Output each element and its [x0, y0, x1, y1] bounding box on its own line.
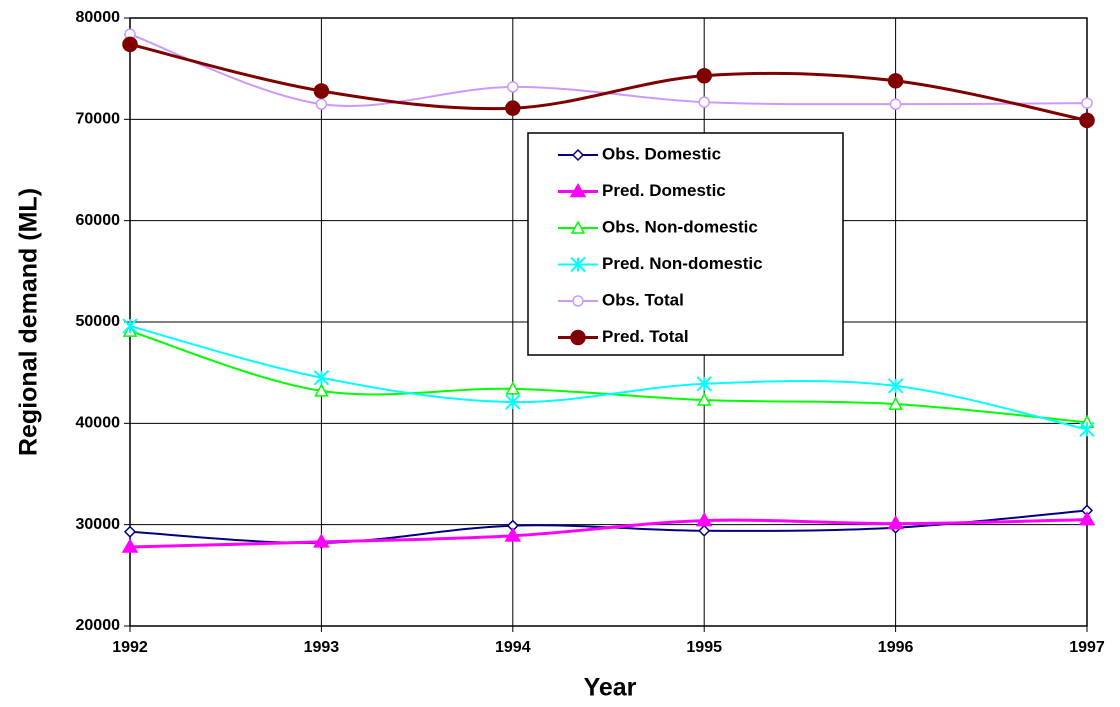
- marker: [570, 329, 586, 346]
- series-line: [129, 33, 1088, 107]
- x-axis-title: Year: [584, 674, 637, 702]
- marker: [315, 98, 328, 110]
- marker: [698, 524, 711, 537]
- legend-label: Pred. Non-domestic: [602, 254, 763, 273]
- marker: [313, 83, 330, 99]
- marker: [696, 68, 712, 84]
- y-tick-label: 60000: [76, 212, 121, 229]
- marker: [698, 96, 710, 108]
- legend-label: Obs. Domestic: [602, 144, 721, 163]
- marker: [571, 148, 585, 162]
- series-line: [129, 330, 1088, 424]
- x-tick-label: 1997: [1069, 639, 1105, 656]
- y-tick-label: 50000: [76, 313, 121, 330]
- marker: [122, 318, 138, 334]
- y-tick-label: 40000: [76, 415, 121, 432]
- legend-label: Pred. Domestic: [602, 181, 726, 200]
- marker: [570, 256, 586, 273]
- x-tick-label: 1994: [495, 639, 531, 656]
- marker: [696, 392, 712, 406]
- marker: [887, 515, 904, 530]
- y-axis-title: Regional demand (ML): [15, 188, 43, 456]
- marker: [572, 295, 584, 307]
- legend-label: Pred. Total: [602, 327, 689, 346]
- marker: [507, 81, 519, 93]
- legend-box: [527, 132, 844, 356]
- y-tick-label: 20000: [76, 617, 121, 634]
- legend-label: Obs. Total: [602, 290, 684, 309]
- marker: [889, 98, 902, 110]
- marker: [505, 381, 521, 395]
- marker: [505, 394, 521, 410]
- marker: [123, 525, 137, 538]
- marker: [695, 512, 713, 527]
- y-tick-label: 30000: [76, 516, 121, 533]
- marker: [569, 183, 587, 198]
- marker: [1081, 97, 1093, 109]
- x-tick-label: 1996: [878, 639, 914, 656]
- marker: [505, 100, 521, 116]
- series-line: [129, 325, 1088, 431]
- marker: [696, 376, 712, 392]
- marker: [121, 538, 139, 553]
- series-line: [129, 518, 1088, 549]
- legend: Obs. Domestic Pred. Domestic Obs. Non-dome…: [527, 132, 844, 356]
- x-tick-label: 1992: [112, 639, 148, 656]
- marker: [314, 383, 329, 397]
- marker: [504, 527, 522, 542]
- x-tick-label: 1993: [304, 639, 340, 656]
- marker: [1079, 112, 1095, 129]
- marker: [887, 378, 904, 394]
- marker: [1078, 511, 1096, 526]
- legend-label: Obs. Non-domestic: [602, 217, 758, 236]
- series-line: [129, 42, 1088, 122]
- marker: [888, 396, 903, 410]
- marker: [313, 370, 330, 386]
- y-tick-label: 80000: [76, 9, 121, 26]
- marker: [570, 220, 586, 234]
- x-tick-label: 1995: [686, 639, 722, 656]
- marker: [887, 73, 904, 89]
- y-tick-label: 70000: [76, 111, 121, 128]
- marker: [122, 36, 138, 53]
- marker: [313, 533, 330, 548]
- marker: [1079, 421, 1095, 438]
